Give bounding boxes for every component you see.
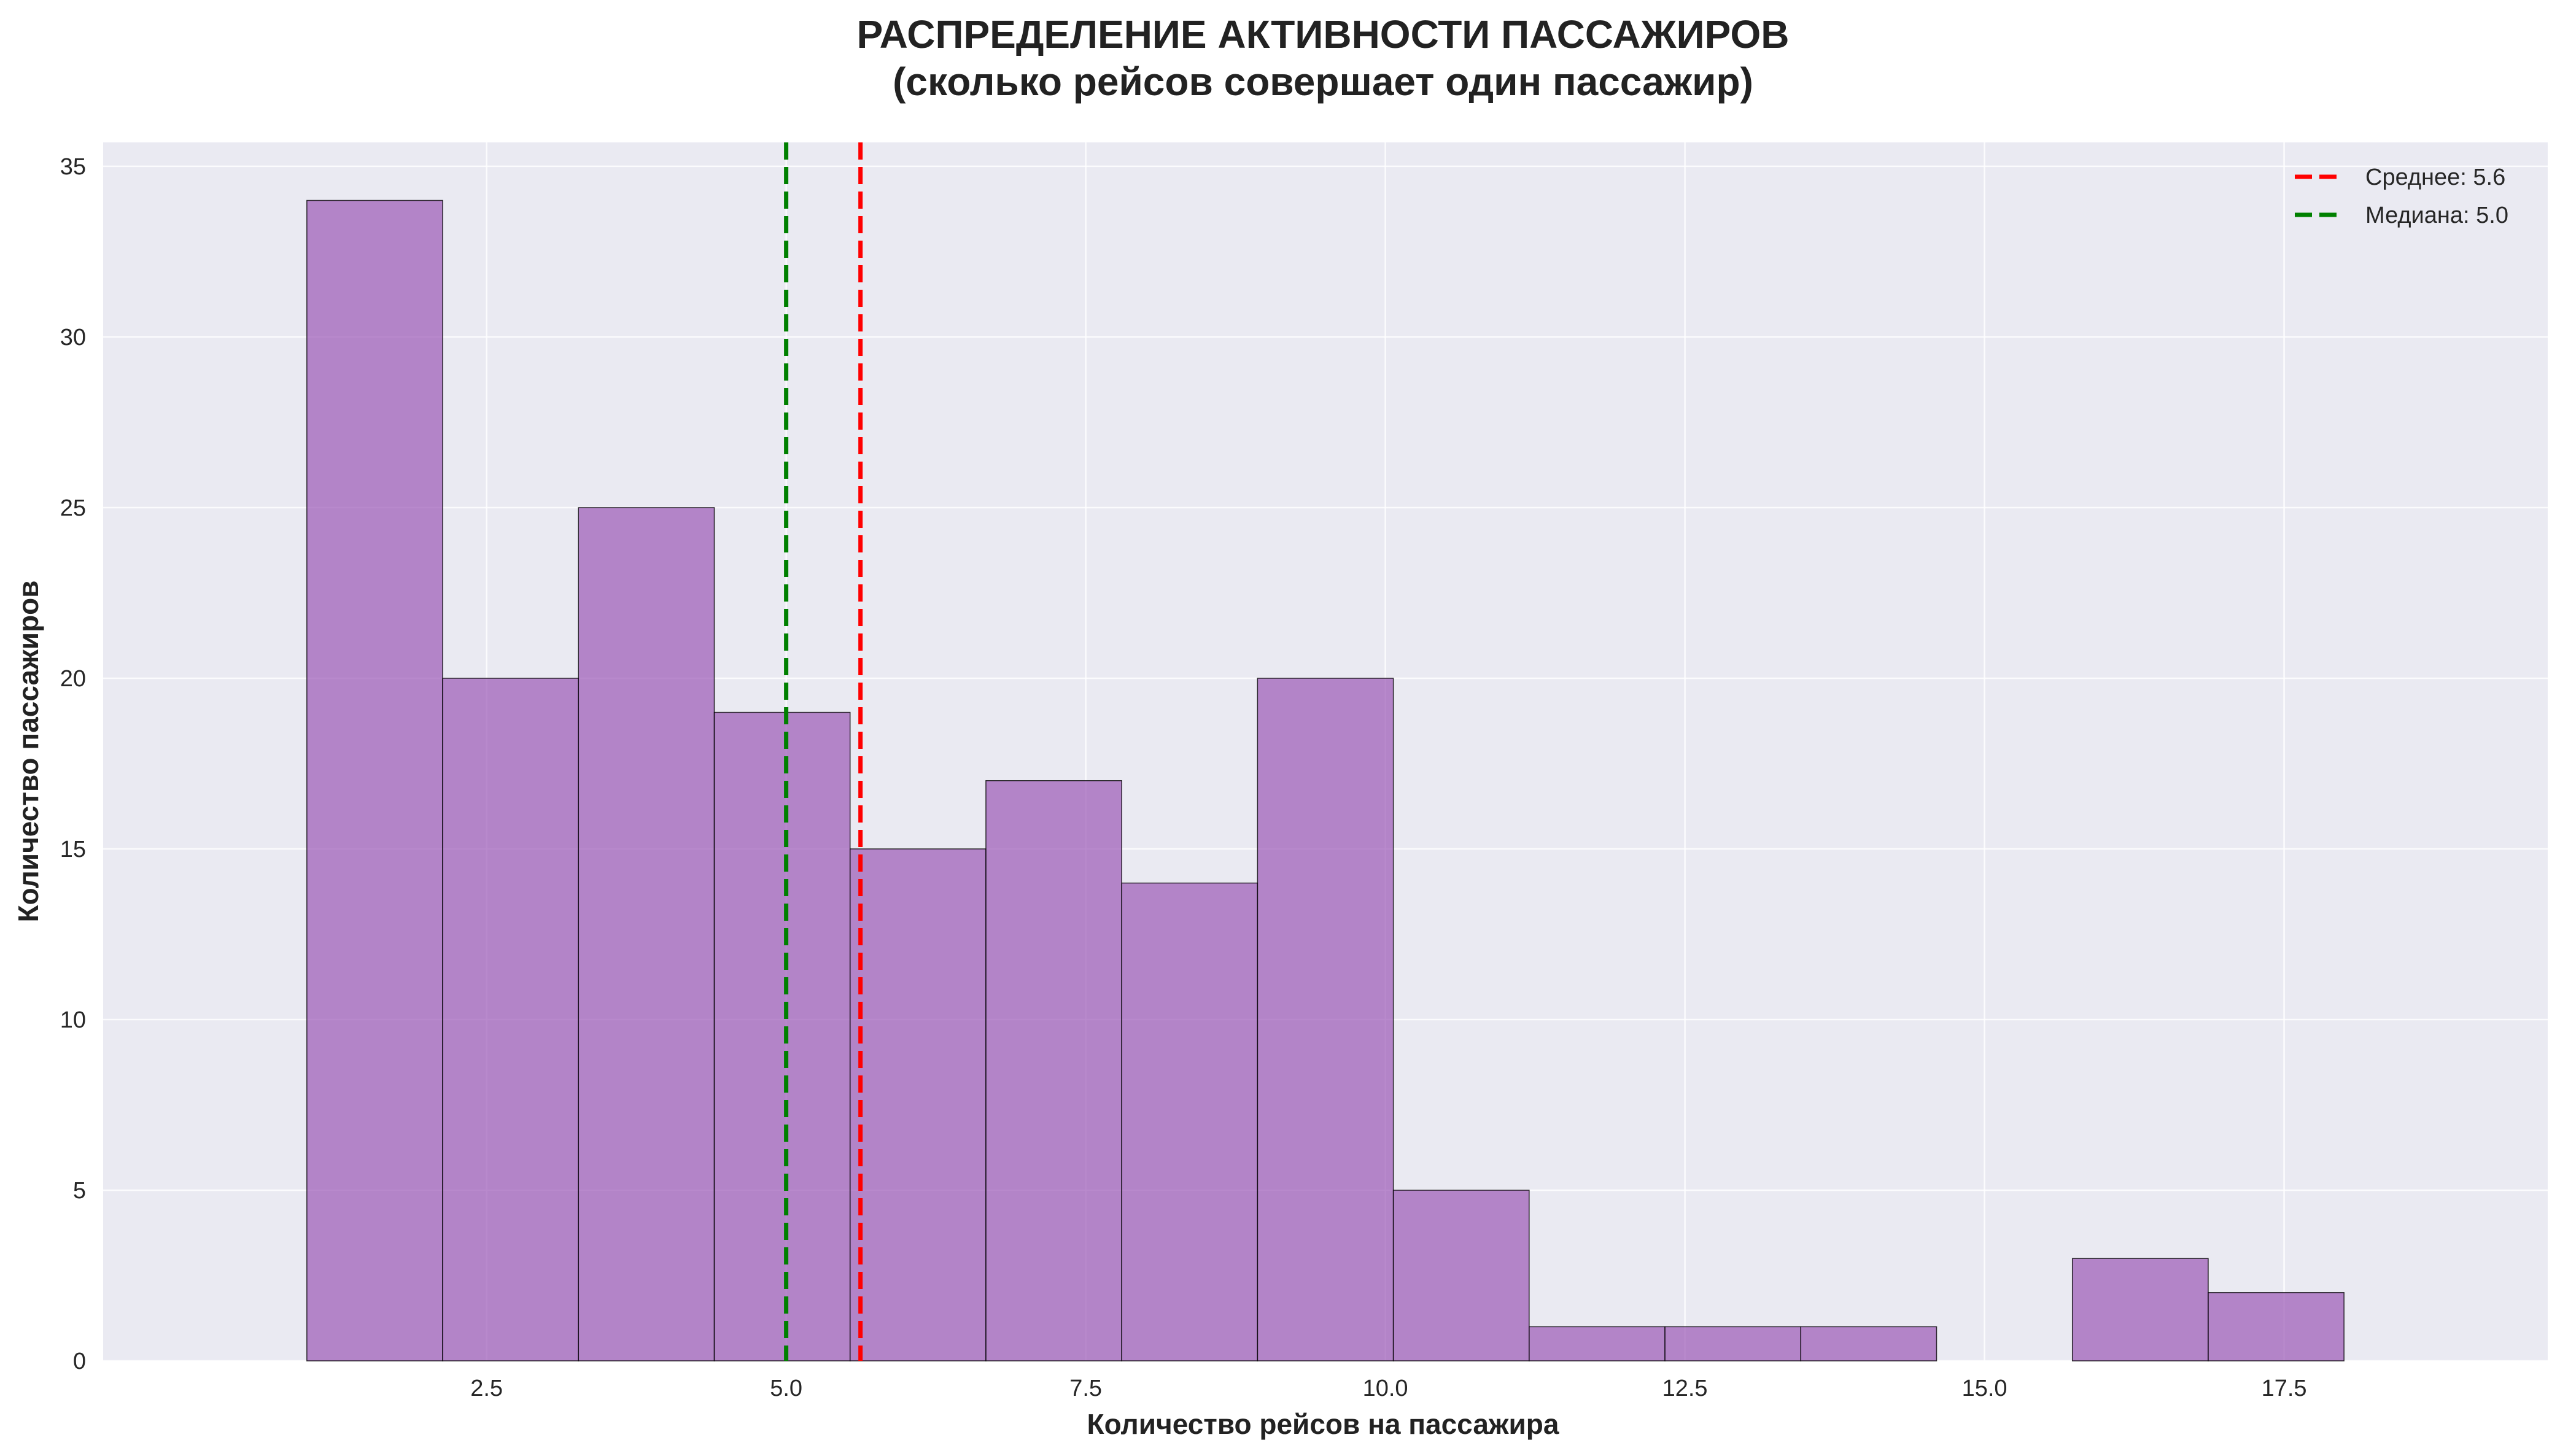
y-tick-label: 5 [73,1178,86,1204]
histogram-bar [306,199,443,1361]
histogram-bar [1800,1326,1937,1361]
y-tick-label: 30 [60,325,86,350]
y-tick-labels: 0 5 10 15 20 25 30 35 [60,154,86,1374]
x-axis-label: Количество рейсов на пассажира [1087,1408,1559,1440]
chart-title: РАСПРЕДЕЛЕНИЕ АКТИВНОСТИ ПАССАЖИРОВ [857,12,1790,56]
x-tick-label: 5.0 [770,1376,802,1401]
x-tick-label: 17.5 [2262,1376,2307,1401]
legend-label: Медиана: 5.0 [2365,203,2508,228]
histogram-bar [1664,1326,1802,1361]
x-tick-labels: 2.5 5.0 7.5 10.0 12.5 15.0 17.5 [470,1376,2306,1401]
x-tick-label: 15.0 [1962,1376,2007,1401]
y-tick-label: 20 [60,666,86,692]
y-tick-label: 25 [60,495,86,521]
histogram-bar [1392,1190,1530,1361]
x-tick-label: 12.5 [1662,1376,1708,1401]
histogram-bar [442,678,580,1361]
x-tick-label: 2.5 [470,1376,503,1401]
histogram-bar [713,711,851,1361]
x-tick-label: 7.5 [1069,1376,1102,1401]
histogram-bar [1257,678,1394,1361]
x-tick-label: 10.0 [1363,1376,1408,1401]
y-axis-label: Количество пассажиров [12,581,44,923]
y-tick-label: 10 [60,1007,86,1033]
histogram-bar [849,848,987,1361]
histogram-bars [306,199,2345,1361]
histogram-bar [985,780,1122,1361]
histogram-bar [1529,1326,1666,1361]
reference-lines [784,142,863,1361]
histogram-bar [2071,1258,2209,1361]
histogram-bar [1121,882,1259,1361]
histogram-bar [578,507,715,1361]
legend-label: Среднее: 5.6 [2365,165,2505,190]
y-tick-label: 15 [60,837,86,862]
chart-subtitle: (сколько рейсов совершает один пассажир) [893,60,1753,104]
y-tick-label: 35 [60,154,86,180]
histogram-bar [2208,1292,2345,1361]
legend: Среднее: 5.6 Медиана: 5.0 [2295,165,2508,228]
y-tick-label: 0 [73,1349,86,1374]
